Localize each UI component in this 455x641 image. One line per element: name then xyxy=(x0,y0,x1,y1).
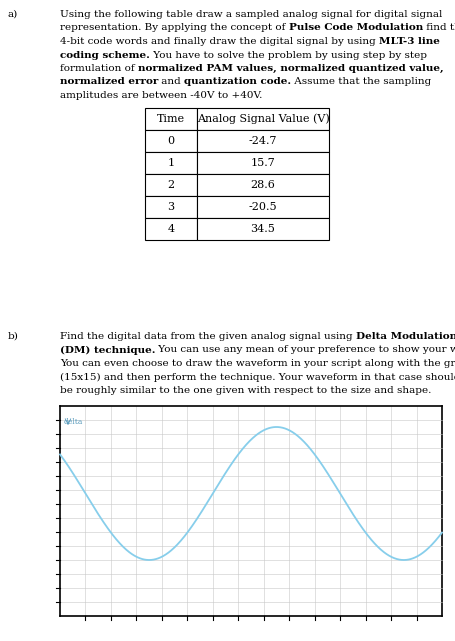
Bar xyxy=(145,218,197,240)
Text: 1: 1 xyxy=(167,158,174,168)
Text: formulation of: formulation of xyxy=(60,64,137,73)
Text: normalized error: normalized error xyxy=(60,78,158,87)
Text: Find the digital data from the given analog signal using: Find the digital data from the given ana… xyxy=(60,332,355,341)
Text: (15x15) and then perform the technique. Your waveform in that case should: (15x15) and then perform the technique. … xyxy=(60,372,455,381)
Text: MLT-3 line: MLT-3 line xyxy=(378,37,439,46)
Text: 0: 0 xyxy=(167,136,174,146)
Text: quantization code.: quantization code. xyxy=(184,78,291,87)
Text: Using the following table draw a sampled analog signal for digital signal: Using the following table draw a sampled… xyxy=(60,10,441,19)
Text: 34.5: 34.5 xyxy=(250,224,275,234)
Text: 28.6: 28.6 xyxy=(250,180,275,190)
Text: You have to solve the problem by using step by step: You have to solve the problem by using s… xyxy=(150,51,426,60)
Text: You can even choose to draw the waveform in your script along with the grids: You can even choose to draw the waveform… xyxy=(60,359,455,368)
Bar xyxy=(145,130,197,152)
Text: coding scheme.: coding scheme. xyxy=(60,51,150,60)
Text: representation. By applying the concept of: representation. By applying the concept … xyxy=(60,24,288,33)
Text: 3: 3 xyxy=(167,202,174,212)
Bar xyxy=(145,174,197,196)
Bar xyxy=(197,174,328,196)
Text: Delta Modulation: Delta Modulation xyxy=(355,332,455,341)
Text: You can use any mean of your preference to show your work.: You can use any mean of your preference … xyxy=(155,345,455,354)
Text: delta: delta xyxy=(64,418,83,426)
Bar xyxy=(197,196,328,218)
Text: find the: find the xyxy=(422,24,455,33)
Text: Pulse Code Modulation: Pulse Code Modulation xyxy=(288,24,422,33)
Text: normalized PAM values, normalized quantized value,: normalized PAM values, normalized quanti… xyxy=(137,64,443,73)
Bar xyxy=(197,130,328,152)
Text: 4: 4 xyxy=(167,224,174,234)
Text: -20.5: -20.5 xyxy=(248,202,277,212)
Bar xyxy=(197,218,328,240)
Text: b): b) xyxy=(8,332,19,341)
Bar xyxy=(145,196,197,218)
Text: (DM) technique.: (DM) technique. xyxy=(60,345,155,354)
Bar xyxy=(197,108,328,130)
Text: 4-bit code words and finally draw the digital signal by using: 4-bit code words and finally draw the di… xyxy=(60,37,378,46)
Text: 15.7: 15.7 xyxy=(250,158,275,168)
Text: a): a) xyxy=(8,10,18,19)
Text: -24.7: -24.7 xyxy=(248,136,277,146)
Bar xyxy=(145,108,197,130)
Text: Time: Time xyxy=(157,114,185,124)
Text: 2: 2 xyxy=(167,180,174,190)
Text: Analog Signal Value (V): Analog Signal Value (V) xyxy=(196,113,329,124)
Bar xyxy=(197,152,328,174)
Text: amplitudes are between -40V to +40V.: amplitudes are between -40V to +40V. xyxy=(60,91,262,100)
Text: be roughly similar to the one given with respect to the size and shape.: be roughly similar to the one given with… xyxy=(60,386,430,395)
Text: and: and xyxy=(158,78,184,87)
Bar xyxy=(145,152,197,174)
Text: Assume that the sampling: Assume that the sampling xyxy=(291,78,431,87)
